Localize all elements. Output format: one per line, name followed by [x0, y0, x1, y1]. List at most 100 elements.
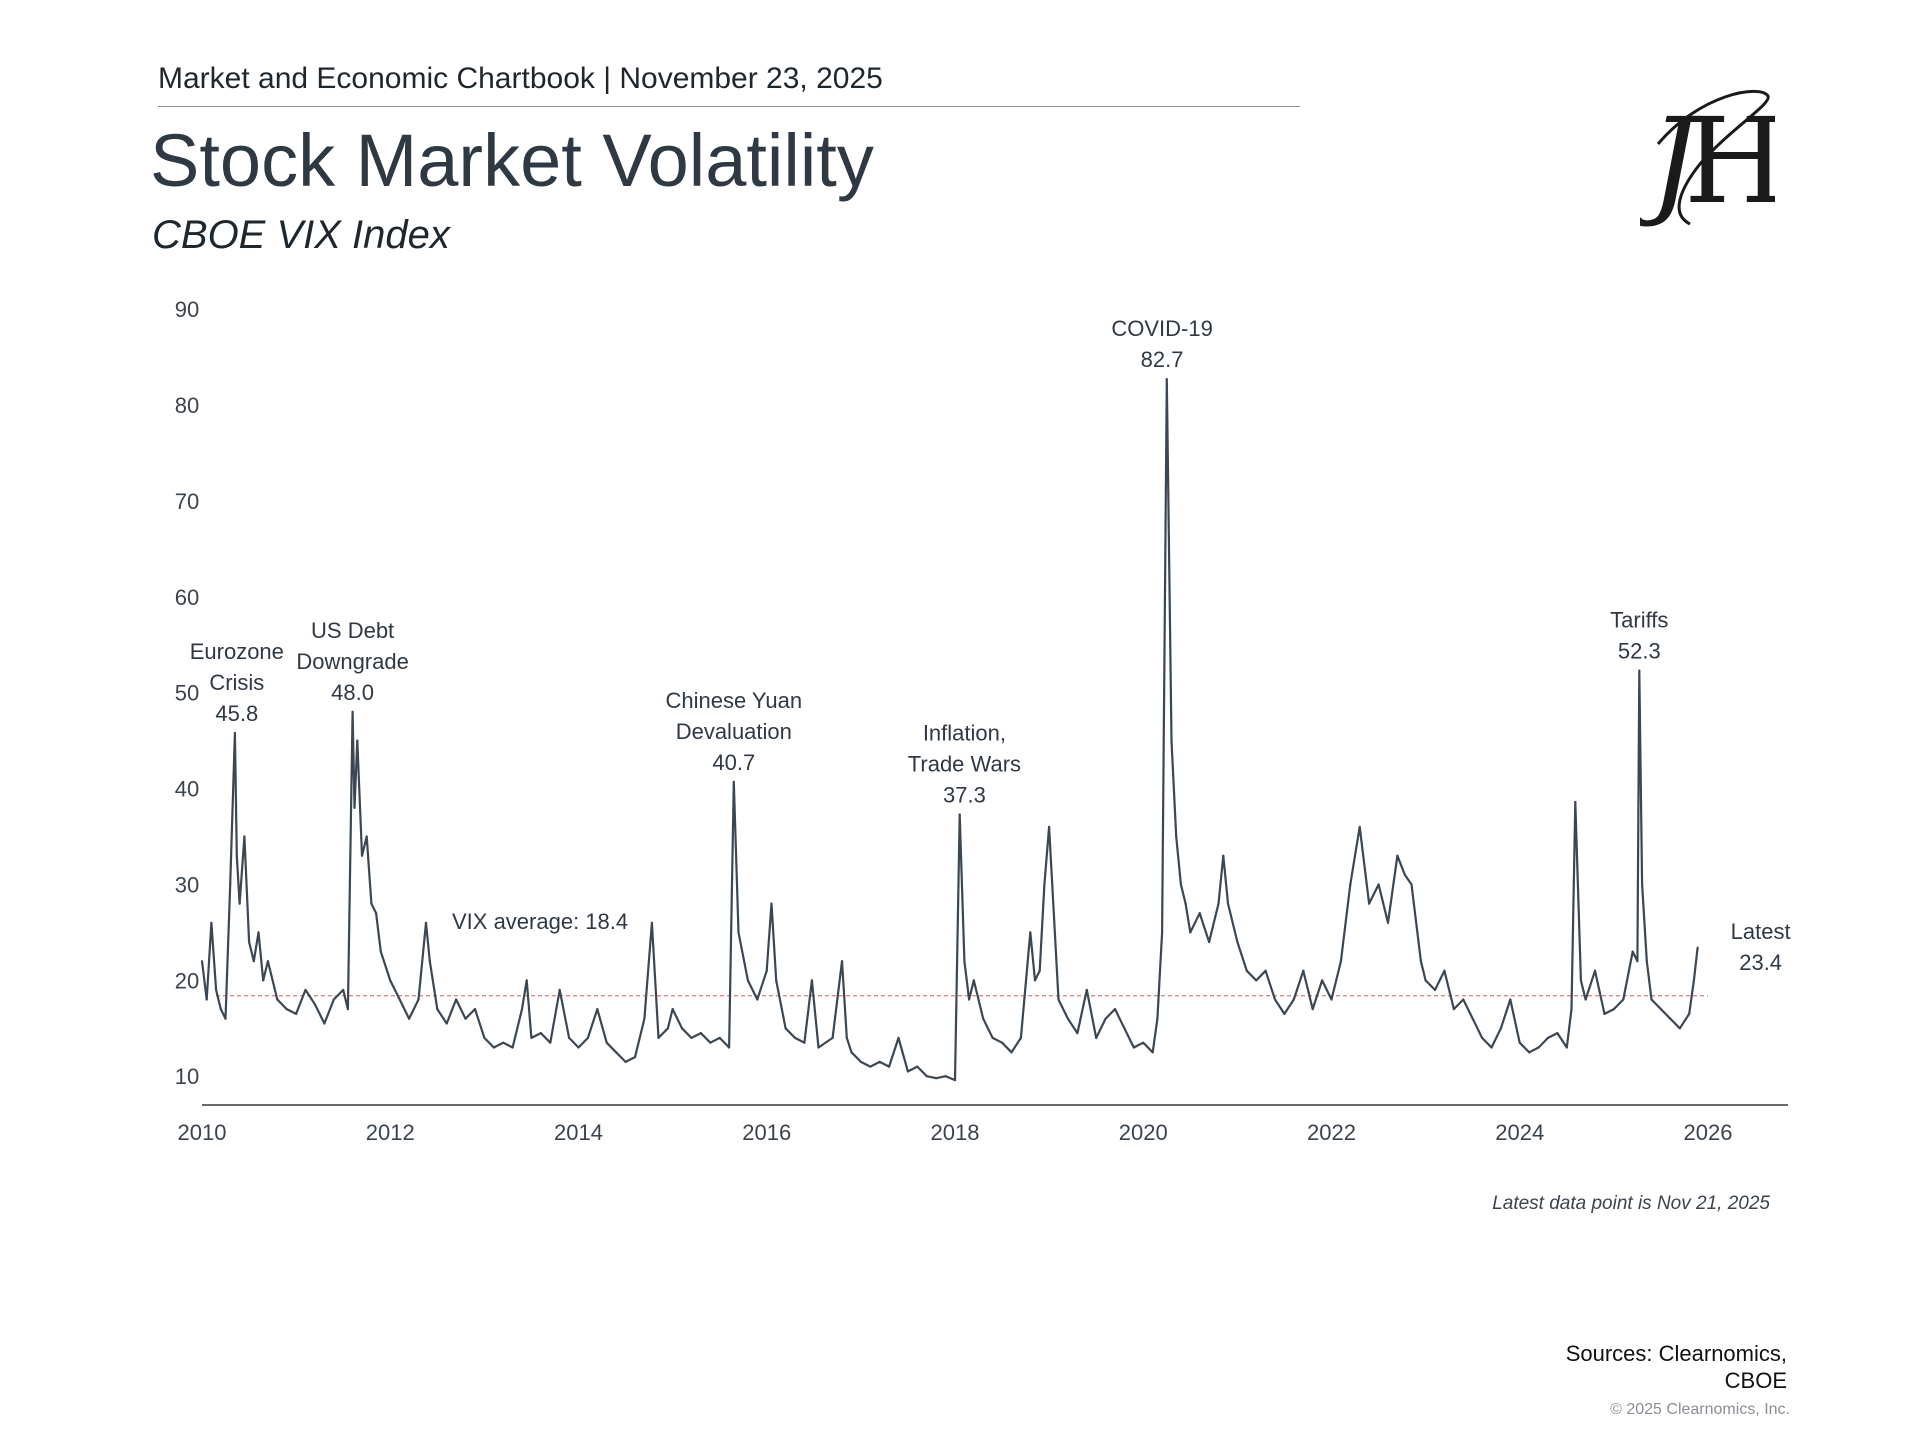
data-point	[1217, 902, 1220, 905]
data-point	[1255, 979, 1258, 982]
data-point	[810, 979, 814, 982]
annotation-label: 52.3	[1618, 639, 1661, 664]
data-point	[1612, 1008, 1615, 1011]
data-point	[356, 739, 359, 742]
data-point	[370, 902, 373, 905]
data-point	[1499, 1027, 1503, 1030]
x-tick-label: 2012	[366, 1120, 415, 1145]
data-point	[436, 1008, 439, 1011]
data-point	[775, 979, 778, 982]
data-point	[1358, 825, 1361, 829]
data-point	[982, 1017, 985, 1020]
svg-text:H: H	[1684, 92, 1775, 230]
y-tick-label: 20	[175, 968, 199, 993]
data-point	[1579, 979, 1583, 982]
data-point	[953, 1078, 957, 1082]
data-point	[972, 979, 975, 982]
data-point	[365, 835, 368, 838]
data-point	[605, 1041, 608, 1044]
data-point	[1645, 960, 1648, 963]
data-point	[586, 1036, 590, 1039]
data-point	[229, 883, 232, 886]
data-point	[1043, 883, 1046, 886]
data-point	[346, 1008, 349, 1011]
data-point	[897, 1036, 900, 1039]
data-point	[200, 960, 204, 963]
data-point	[1245, 969, 1248, 972]
data-point	[483, 1036, 486, 1039]
x-tick-label: 2022	[1307, 1120, 1356, 1145]
data-point	[1302, 969, 1305, 972]
data-point	[502, 1041, 505, 1044]
data-point	[398, 998, 401, 1001]
data-point	[1165, 378, 1168, 381]
data-point	[1556, 1031, 1559, 1035]
annotation-label: 45.8	[215, 701, 258, 726]
data-point	[375, 912, 378, 915]
data-point	[1236, 940, 1239, 944]
data-point	[1433, 988, 1437, 992]
page-title: Stock Market Volatility	[150, 119, 874, 202]
annotation-label: 82.7	[1141, 347, 1184, 372]
data-point	[1518, 1041, 1521, 1044]
data-point	[1311, 1008, 1314, 1011]
data-point	[1443, 969, 1446, 972]
data-point	[1113, 1008, 1117, 1011]
y-tick-label: 60	[175, 585, 199, 610]
x-tick-label: 2020	[1119, 1120, 1168, 1145]
data-point	[539, 1031, 542, 1035]
y-tick-label: 50	[175, 681, 199, 706]
data-point	[238, 902, 241, 905]
data-point	[1029, 931, 1032, 934]
data-point	[276, 998, 279, 1001]
data-point	[215, 988, 218, 992]
data-point	[958, 813, 961, 816]
x-axis: 2010 2012 2014 2016 2018 2020 2022 2024 2026	[178, 1104, 1788, 1145]
data-point	[1057, 998, 1060, 1001]
data-point	[379, 950, 382, 953]
data-point	[963, 960, 966, 963]
x-tick-label: 2016	[742, 1120, 791, 1145]
data-point	[1123, 1027, 1126, 1030]
data-point	[219, 1008, 222, 1011]
data-point	[1528, 1051, 1531, 1054]
data-point	[633, 1055, 637, 1059]
x-tick-label: 2018	[931, 1120, 980, 1145]
annotation-label: Latest	[1731, 919, 1791, 944]
annotation-label: Trade Wars	[908, 751, 1021, 776]
data-point	[1151, 1051, 1154, 1054]
y-tick-label: 70	[175, 489, 199, 514]
data-point	[1631, 950, 1634, 953]
data-point	[285, 1008, 288, 1011]
data-point	[1226, 902, 1230, 905]
data-point	[680, 1027, 684, 1030]
annotation-label: 48.0	[331, 680, 374, 705]
data-point	[252, 960, 255, 963]
data-point	[455, 998, 458, 1001]
data-point	[1085, 988, 1088, 992]
chartbook-header-text: Market and Economic Chartbook | November…	[158, 62, 883, 95]
data-point	[709, 1041, 712, 1044]
data-point	[313, 1003, 317, 1006]
data-point	[1264, 969, 1267, 972]
data-point	[210, 921, 213, 924]
data-point	[1156, 1017, 1159, 1020]
data-point	[360, 854, 364, 857]
annotation-label: Inflation,	[923, 720, 1006, 745]
data-point	[332, 998, 335, 1001]
x-tick-label: 2010	[178, 1120, 227, 1145]
data-point	[1038, 969, 1041, 972]
data-point	[1349, 883, 1352, 886]
data-point	[1650, 998, 1653, 1001]
data-point	[737, 931, 740, 934]
data-point	[991, 1036, 994, 1039]
data-point	[1410, 883, 1413, 886]
data-point	[968, 998, 971, 1001]
data-point	[1386, 921, 1390, 924]
data-point	[1659, 1008, 1663, 1011]
data-point	[1184, 902, 1187, 905]
data-point	[1179, 883, 1182, 886]
data-point	[869, 1065, 872, 1068]
annotation-label: Downgrade	[296, 649, 409, 674]
data-point	[520, 1008, 524, 1011]
